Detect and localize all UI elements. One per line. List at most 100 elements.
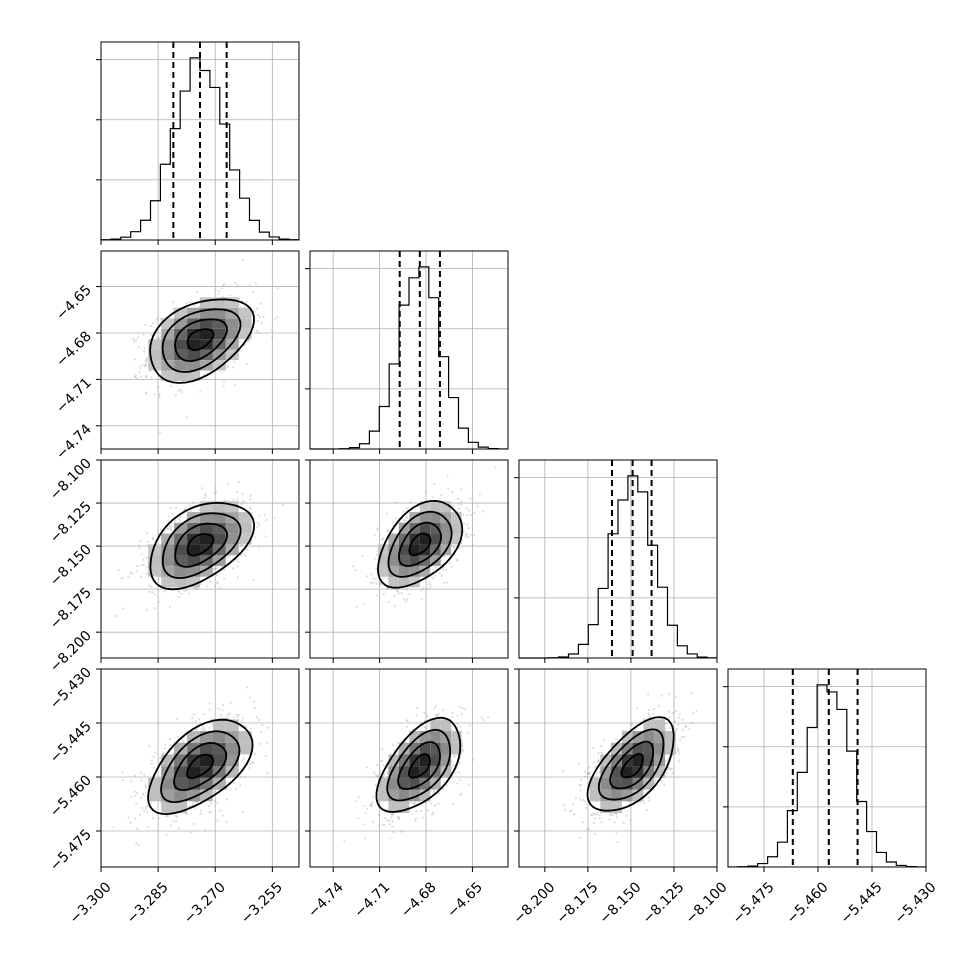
sample-point bbox=[177, 389, 180, 392]
sample-point bbox=[151, 536, 154, 539]
sample-point bbox=[185, 813, 188, 816]
density-cell bbox=[398, 576, 410, 588]
sample-point bbox=[191, 501, 194, 504]
sample-point bbox=[219, 809, 222, 812]
sample-point bbox=[168, 524, 171, 528]
sample-point bbox=[409, 501, 412, 504]
sample-point bbox=[457, 502, 460, 506]
density-cell bbox=[212, 719, 226, 732]
sample-point bbox=[175, 820, 178, 823]
sample-point bbox=[138, 366, 141, 369]
sample-point bbox=[200, 809, 203, 813]
sample-point bbox=[188, 301, 191, 304]
sample-point bbox=[232, 366, 235, 369]
density-cell bbox=[148, 789, 162, 802]
density-cell bbox=[451, 533, 462, 545]
sample-point bbox=[215, 491, 218, 494]
sample-point bbox=[153, 607, 156, 610]
sample-point bbox=[364, 837, 367, 840]
sample-point bbox=[154, 751, 157, 754]
sample-point bbox=[678, 713, 682, 716]
sample-point bbox=[213, 790, 216, 793]
sample-point bbox=[351, 565, 354, 568]
sample-point bbox=[470, 513, 473, 517]
density-cell bbox=[430, 731, 441, 743]
sample-point bbox=[378, 581, 381, 585]
sample-point bbox=[243, 775, 246, 778]
sample-point bbox=[598, 814, 601, 817]
sample-point bbox=[145, 807, 148, 811]
sample-point bbox=[146, 608, 149, 611]
density-cell bbox=[200, 522, 213, 534]
sample-point bbox=[134, 774, 137, 778]
sample-point bbox=[144, 364, 147, 367]
sample-point bbox=[402, 510, 405, 513]
sample-point bbox=[240, 544, 244, 547]
panel-frame bbox=[100, 41, 300, 241]
sample-point bbox=[236, 576, 239, 579]
sample-point bbox=[171, 512, 174, 516]
sample-point bbox=[139, 375, 142, 378]
density-cell bbox=[212, 328, 226, 340]
density-cell bbox=[148, 360, 162, 371]
sample-point bbox=[392, 813, 395, 816]
density-content bbox=[343, 704, 490, 843]
density-cell bbox=[148, 339, 162, 350]
histogram-panel bbox=[514, 459, 718, 663]
sample-point bbox=[249, 508, 252, 511]
sample-point bbox=[403, 518, 406, 522]
density-cell bbox=[148, 777, 162, 790]
sample-point bbox=[271, 336, 274, 339]
density-cell bbox=[225, 533, 239, 545]
density-cell bbox=[212, 501, 226, 513]
sample-point bbox=[150, 759, 153, 762]
sample-point bbox=[426, 809, 429, 812]
sample-point bbox=[259, 302, 262, 305]
sample-point bbox=[369, 804, 372, 807]
density-cell bbox=[174, 777, 187, 790]
sample-point bbox=[396, 741, 399, 744]
sample-point bbox=[461, 707, 464, 710]
sample-point bbox=[175, 816, 179, 819]
sample-point bbox=[223, 568, 226, 571]
sample-point bbox=[145, 811, 149, 814]
sample-point bbox=[381, 759, 384, 762]
sample-point bbox=[201, 725, 204, 728]
sample-point bbox=[249, 727, 252, 730]
density-cell bbox=[419, 501, 431, 513]
sample-point bbox=[415, 706, 418, 710]
sample-point bbox=[142, 563, 145, 567]
sample-point bbox=[118, 568, 121, 572]
sample-point bbox=[146, 565, 149, 568]
sample-point bbox=[170, 385, 173, 388]
sample-point bbox=[146, 572, 149, 575]
density-cell bbox=[388, 533, 399, 545]
sample-point bbox=[414, 819, 417, 822]
density-cell bbox=[225, 501, 239, 513]
sample-point bbox=[382, 593, 385, 596]
density-cell bbox=[161, 565, 175, 577]
density-cell bbox=[409, 766, 420, 778]
sample-point bbox=[374, 783, 377, 787]
sample-point bbox=[432, 790, 435, 793]
contour-line bbox=[387, 510, 453, 578]
sample-point bbox=[152, 755, 155, 758]
sample-point bbox=[453, 546, 456, 549]
sample-point bbox=[394, 605, 397, 608]
sample-point bbox=[153, 393, 156, 396]
sample-point bbox=[133, 790, 136, 793]
sample-point bbox=[158, 393, 161, 396]
sample-point bbox=[162, 752, 165, 755]
density-cell bbox=[148, 349, 162, 360]
sample-point bbox=[145, 359, 148, 362]
density-cell bbox=[430, 754, 441, 767]
sample-point bbox=[460, 503, 463, 507]
sample-point bbox=[388, 823, 391, 826]
sample-point bbox=[375, 774, 378, 777]
histogram-steps bbox=[309, 266, 508, 450]
density-cell bbox=[451, 512, 462, 523]
sample-point bbox=[163, 590, 166, 593]
density-cell bbox=[212, 360, 226, 371]
sample-point bbox=[438, 572, 441, 575]
sample-point bbox=[410, 801, 413, 804]
